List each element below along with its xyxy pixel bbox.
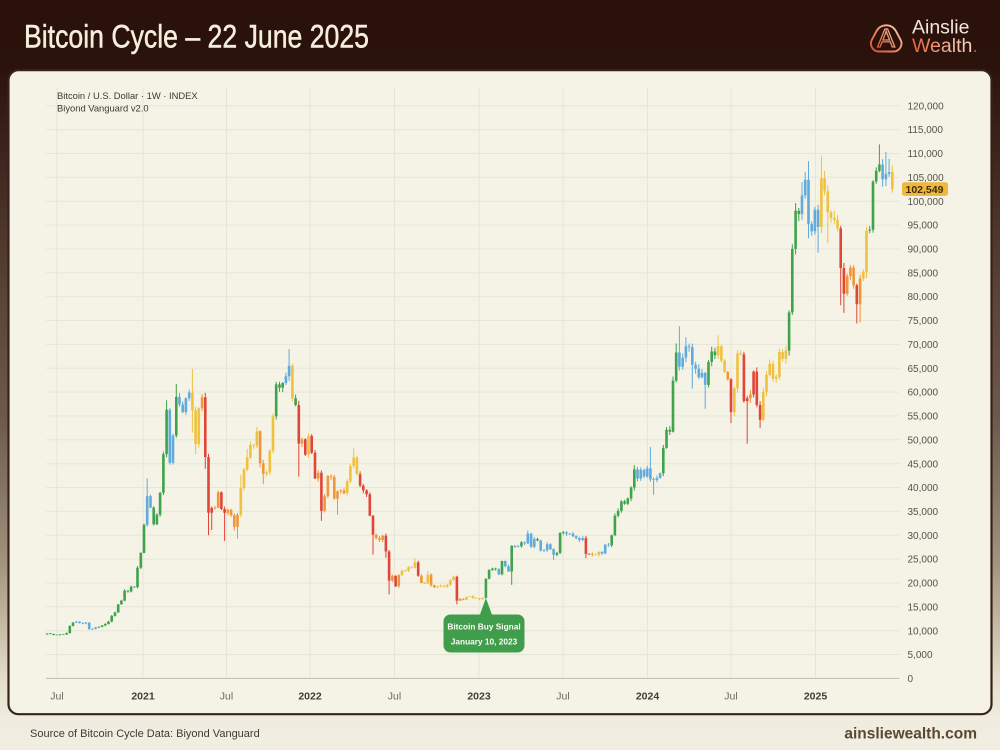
svg-text:105,000: 105,000 <box>908 173 945 184</box>
svg-text:45,000: 45,000 <box>908 459 939 470</box>
svg-text:2024: 2024 <box>636 691 660 703</box>
svg-text:Bitcoin Buy Signal: Bitcoin Buy Signal <box>447 622 520 632</box>
svg-text:15,000: 15,000 <box>908 602 939 613</box>
svg-text:2021: 2021 <box>131 691 155 703</box>
svg-text:Bitcoin / U.S. Dollar · 1W · I: Bitcoin / U.S. Dollar · 1W · INDEX <box>57 90 198 101</box>
svg-text:Bitcoin Cycle – 22 June 2025: Bitcoin Cycle – 22 June 2025 <box>24 19 369 55</box>
svg-text:85,000: 85,000 <box>908 268 939 279</box>
svg-text:Source of Bitcoin Cycle Data:: Source of Bitcoin Cycle Data: Biyond Van… <box>30 728 260 740</box>
svg-text:Wealth.: Wealth. <box>912 35 978 57</box>
svg-text:115,000: 115,000 <box>908 125 944 136</box>
svg-text:2023: 2023 <box>467 691 491 703</box>
svg-text:90,000: 90,000 <box>908 245 939 256</box>
svg-text:40,000: 40,000 <box>908 483 939 494</box>
svg-text:Jul: Jul <box>556 691 569 703</box>
svg-text:35,000: 35,000 <box>908 507 939 518</box>
svg-text:10,000: 10,000 <box>908 626 939 637</box>
svg-text:30,000: 30,000 <box>908 531 939 542</box>
svg-text:January 10, 2023: January 10, 2023 <box>451 637 518 647</box>
svg-text:110,000: 110,000 <box>908 149 944 160</box>
svg-text:Ainslie: Ainslie <box>912 17 969 39</box>
svg-text:5,000: 5,000 <box>908 650 933 661</box>
svg-text:65,000: 65,000 <box>908 364 939 375</box>
svg-text:50,000: 50,000 <box>908 435 939 446</box>
svg-text:25,000: 25,000 <box>908 555 939 566</box>
svg-text:120,000: 120,000 <box>908 101 945 112</box>
svg-text:Biyond Vanguard v2.0: Biyond Vanguard v2.0 <box>57 102 149 113</box>
svg-text:Jul: Jul <box>388 691 401 703</box>
svg-text:A: A <box>878 23 896 53</box>
svg-text:70,000: 70,000 <box>908 340 939 351</box>
svg-text:2022: 2022 <box>298 691 322 703</box>
svg-text:0: 0 <box>908 674 914 685</box>
svg-text:80,000: 80,000 <box>908 292 939 303</box>
svg-text:Jul: Jul <box>50 691 63 703</box>
svg-text:95,000: 95,000 <box>908 221 939 232</box>
svg-text:20,000: 20,000 <box>908 579 939 590</box>
svg-text:Jul: Jul <box>724 691 737 703</box>
svg-text:75,000: 75,000 <box>908 316 939 327</box>
svg-text:55,000: 55,000 <box>908 412 939 423</box>
svg-text:102,549: 102,549 <box>906 184 944 196</box>
svg-text:Jul: Jul <box>220 691 233 703</box>
svg-text:60,000: 60,000 <box>908 388 939 399</box>
svg-text:2025: 2025 <box>804 691 828 703</box>
svg-text:100,000: 100,000 <box>908 197 945 208</box>
svg-text:ainsliewealth.com: ainsliewealth.com <box>844 726 977 743</box>
